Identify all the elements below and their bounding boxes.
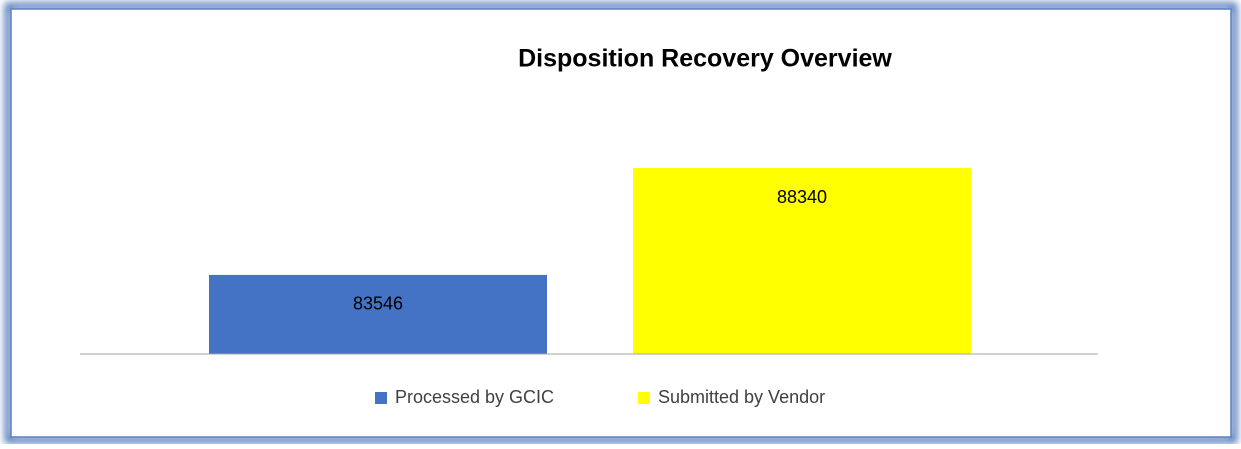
bar	[209, 274, 547, 354]
frame	[10, 8, 1232, 438]
bar	[633, 168, 971, 354]
legend-swatch	[638, 392, 650, 404]
data-label: 83546	[353, 294, 403, 314]
frame-glow	[5, 3, 1237, 443]
legend-label: Submitted by Vendor	[658, 387, 825, 407]
data-label: 88340	[777, 187, 827, 207]
legend-label: Processed by GCIC	[395, 387, 554, 407]
chart-title: Disposition Recovery Overview	[518, 45, 892, 73]
legend-swatch	[375, 392, 387, 404]
